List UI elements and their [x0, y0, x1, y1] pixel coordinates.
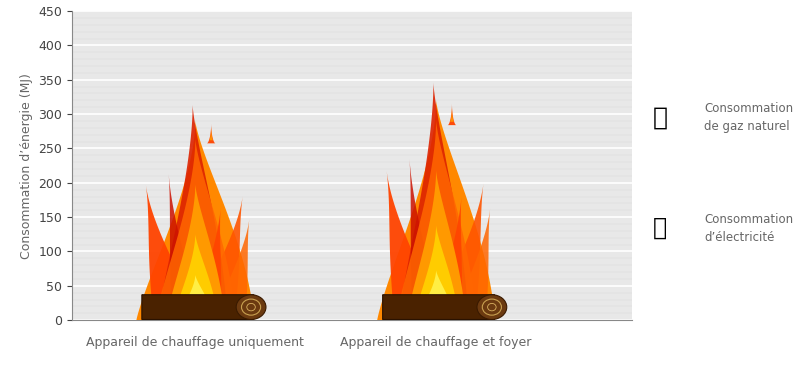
Y-axis label: Consommation d’énergie (MJ): Consommation d’énergie (MJ) — [20, 72, 33, 259]
Polygon shape — [386, 170, 446, 320]
Polygon shape — [166, 184, 225, 320]
Polygon shape — [430, 195, 462, 320]
Polygon shape — [396, 120, 476, 320]
Text: Consommation
de gaz naturel: Consommation de gaz naturel — [704, 102, 793, 133]
Polygon shape — [187, 195, 243, 320]
Polygon shape — [146, 184, 206, 320]
Text: 🔥: 🔥 — [653, 106, 667, 130]
Polygon shape — [207, 123, 215, 144]
Polygon shape — [398, 83, 468, 320]
Polygon shape — [209, 126, 214, 140]
Polygon shape — [173, 234, 218, 320]
FancyBboxPatch shape — [382, 295, 494, 319]
FancyBboxPatch shape — [142, 295, 254, 319]
Polygon shape — [448, 103, 456, 125]
Polygon shape — [169, 173, 203, 320]
Polygon shape — [377, 100, 495, 320]
Polygon shape — [209, 218, 250, 320]
Polygon shape — [450, 208, 490, 320]
Text: 🪵: 🪵 — [653, 216, 667, 240]
Ellipse shape — [477, 295, 506, 319]
Polygon shape — [406, 170, 466, 320]
Polygon shape — [136, 121, 254, 320]
Polygon shape — [418, 270, 454, 320]
Polygon shape — [450, 106, 454, 122]
Polygon shape — [158, 105, 227, 320]
Polygon shape — [190, 207, 222, 320]
Text: Consommation
d’électricité: Consommation d’électricité — [704, 213, 793, 244]
Polygon shape — [414, 225, 458, 320]
Polygon shape — [410, 158, 444, 320]
Polygon shape — [428, 183, 484, 320]
Ellipse shape — [236, 295, 266, 319]
Polygon shape — [177, 275, 214, 320]
Polygon shape — [155, 139, 235, 320]
